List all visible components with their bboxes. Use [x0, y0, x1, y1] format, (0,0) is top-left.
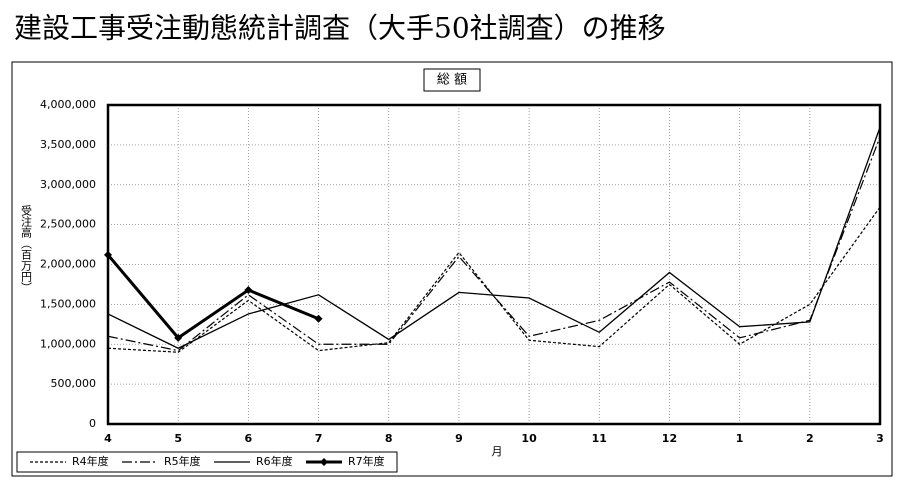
y-tick-label: 2,500,000	[40, 218, 96, 231]
series-line	[107, 136, 881, 352]
series-line	[107, 127, 881, 349]
x-tick-label: 4	[104, 432, 112, 445]
x-tick-label: 1	[736, 432, 744, 445]
legend-box	[16, 451, 398, 473]
x-tick-label: 7	[315, 432, 323, 445]
legend-label: R5年度	[164, 454, 201, 468]
chart-frame	[11, 61, 893, 477]
x-tick-label: 3	[876, 432, 884, 445]
x-tick-label: 12	[662, 432, 677, 445]
y-tick-label: 2,000,000	[40, 258, 96, 271]
series-marker	[244, 286, 253, 295]
y-tick-label: 0	[89, 417, 96, 430]
y-tick-label: 1,500,000	[40, 297, 96, 310]
x-tick-label: 6	[245, 432, 253, 445]
series-marker	[104, 250, 112, 259]
y-tick-label: 3,500,000	[40, 138, 96, 151]
y-tick-label: 3,000,000	[40, 178, 96, 191]
x-tick-label: 9	[455, 432, 463, 445]
series-marker	[174, 333, 183, 342]
legend-label: R6年度	[256, 454, 293, 468]
series-line	[106, 253, 320, 340]
x-tick-label: 11	[592, 432, 607, 445]
x-tick-label: 2	[806, 432, 814, 445]
page-title: 建設工事受注動態統計調査（大手50社調査）の推移	[14, 12, 666, 45]
x-axis-label: 月	[492, 445, 503, 458]
chart-title: 総 額	[437, 73, 467, 88]
y-tick-label: 4,000,000	[40, 98, 96, 111]
y-tick-label: 1,000,000	[40, 337, 96, 350]
x-tick-label: 5	[174, 432, 182, 445]
series-marker	[314, 314, 323, 323]
plot-frame	[106, 103, 882, 426]
x-tick-label: 10	[521, 432, 537, 445]
legend-marker	[320, 458, 328, 466]
chart-title-box	[423, 68, 481, 92]
x-tick-label: 8	[385, 432, 393, 445]
y-axis-label: 受注高（百万円）	[20, 205, 33, 293]
series-line	[107, 206, 881, 353]
legend-label: R7年度	[348, 454, 385, 468]
y-tick-label: 500,000	[51, 377, 97, 390]
legend-label: R4年度	[72, 454, 109, 468]
